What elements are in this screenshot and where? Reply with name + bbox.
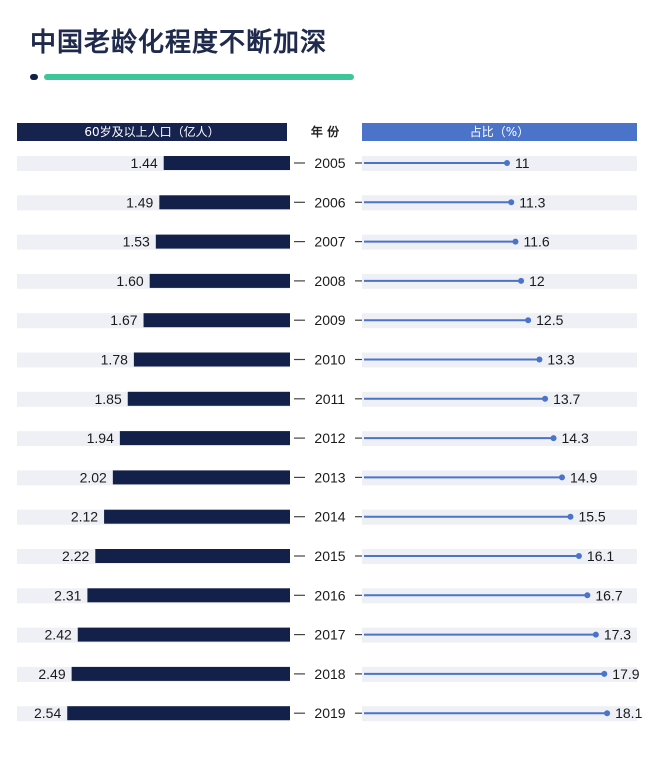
population-value-label: 2.49 — [38, 666, 65, 682]
year-label: 2013 — [314, 469, 345, 485]
title-accent-bar — [44, 74, 354, 80]
population-value-label: 1.94 — [87, 430, 114, 446]
share-column-header: 占比（%） — [362, 123, 637, 141]
share-dot — [584, 592, 591, 599]
share-dot — [558, 474, 565, 481]
share-value-label: 13.3 — [547, 352, 574, 368]
population-bar — [163, 156, 290, 170]
share-dot — [601, 670, 608, 677]
population-bar — [159, 195, 290, 210]
share-dot — [518, 277, 525, 284]
year-label: 2019 — [314, 705, 345, 721]
share-dot — [508, 199, 515, 206]
population-bar — [71, 666, 290, 681]
year-label: 2011 — [315, 391, 345, 407]
population-value-label: 1.78 — [101, 352, 128, 368]
population-bar — [149, 273, 290, 288]
population-bar — [127, 391, 290, 406]
year-column-header: 年 份 — [310, 125, 340, 139]
year-label: 2014 — [314, 509, 345, 525]
year-label: 2006 — [314, 194, 345, 210]
year-label: 2016 — [314, 587, 345, 603]
share-value-label: 15.5 — [578, 509, 605, 525]
chart-title: 中国老龄化程度不断加深 — [30, 28, 328, 58]
year-label: 2018 — [314, 666, 345, 682]
share-value-label: 18.1 — [615, 705, 642, 721]
year-label: 2005 — [314, 155, 345, 171]
population-column-header: 60岁及以上人口（亿人） — [17, 123, 287, 141]
share-value-label: 17.9 — [612, 666, 639, 682]
share-value-label: 14.9 — [570, 469, 597, 485]
population-value-label: 1.67 — [110, 312, 137, 328]
year-label: 2012 — [314, 430, 345, 446]
population-value-label: 2.02 — [80, 469, 107, 485]
share-value-label: 11.6 — [523, 234, 549, 250]
population-value-label: 1.49 — [126, 194, 153, 210]
population-bar — [95, 549, 290, 563]
share-dot — [592, 631, 599, 638]
year-label: 2009 — [314, 312, 345, 328]
share-dot — [550, 435, 557, 442]
population-bar — [143, 313, 290, 328]
share-dot — [542, 395, 549, 402]
share-value-label: 12.5 — [536, 312, 563, 328]
population-value-label: 2.22 — [62, 548, 89, 564]
population-value-label: 1.53 — [123, 234, 150, 250]
population-value-label: 1.85 — [95, 391, 122, 407]
share-dot — [512, 238, 519, 245]
population-bar — [77, 627, 291, 642]
share-value-label: 11.3 — [519, 194, 545, 210]
share-dot — [567, 513, 574, 520]
population-value-label: 2.54 — [34, 705, 61, 721]
year-label: 2015 — [314, 548, 345, 564]
population-bar — [67, 706, 290, 721]
share-value-label: 16.1 — [587, 548, 614, 564]
population-value-label: 1.60 — [116, 273, 143, 289]
population-value-label: 2.12 — [71, 509, 98, 525]
population-bar — [112, 470, 290, 485]
year-label: 2007 — [314, 234, 345, 250]
population-value-label: 1.44 — [130, 155, 157, 171]
share-dot — [504, 160, 510, 166]
share-value-label: 14.3 — [562, 430, 589, 446]
share-dot — [604, 710, 611, 717]
share-dot — [575, 553, 582, 559]
share-value-label: 13.7 — [553, 391, 580, 407]
population-value-label: 2.42 — [45, 627, 72, 643]
title-accent-dot — [30, 74, 38, 80]
year-label: 2008 — [314, 273, 345, 289]
population-bar — [133, 352, 290, 367]
population-bar — [119, 431, 290, 446]
share-value-label: 16.7 — [595, 587, 622, 603]
share-dot — [536, 356, 543, 363]
population-value-label: 2.31 — [54, 587, 81, 603]
share-dot — [525, 317, 532, 324]
population-bar — [155, 234, 290, 249]
share-value-label: 12 — [529, 273, 545, 289]
share-value-label: 17.3 — [604, 627, 631, 643]
year-label: 2010 — [314, 352, 345, 368]
population-bar — [104, 509, 291, 524]
share-value-label: 11 — [515, 155, 530, 171]
year-label: 2017 — [314, 627, 345, 643]
population-bar — [87, 588, 291, 603]
